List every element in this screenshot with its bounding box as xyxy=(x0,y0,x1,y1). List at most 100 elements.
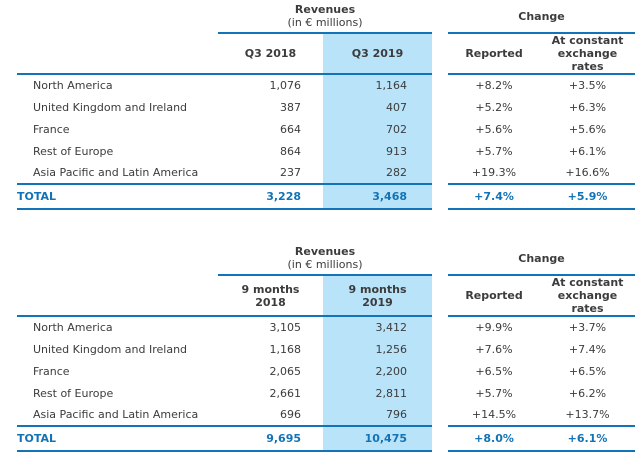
change-constant: +6.5% xyxy=(568,364,607,378)
change-reported: +5.6% xyxy=(475,122,513,136)
column-gap xyxy=(432,338,448,360)
change-constant: +6.3% xyxy=(568,100,607,114)
revenue-prev: 864 xyxy=(280,144,301,158)
column-gap xyxy=(432,118,448,140)
column-gap xyxy=(432,275,448,316)
change-title-cell: Change xyxy=(448,245,636,276)
constant-rates-header: At constant exchange rates xyxy=(540,33,636,75)
change-reported: +14.5% xyxy=(471,408,517,421)
reported-header: Reported xyxy=(448,33,541,75)
period-prev-header: Q3 2018 xyxy=(218,33,323,75)
change-constant: +3.5% xyxy=(568,79,607,92)
total-revenue-curr: 10,475 xyxy=(323,425,433,452)
table-row: Asia Pacific and Latin America 237 282 +… xyxy=(17,162,635,184)
column-gap xyxy=(432,360,448,382)
revenue-prev: 2,661 xyxy=(269,386,302,400)
change-reported: +5.2% xyxy=(475,100,513,114)
column-gap xyxy=(432,33,448,74)
revenues-title-cell: Revenues (in € millions) xyxy=(218,245,433,276)
title-row: Revenues (in € millions) Change xyxy=(17,2,636,34)
revenues-subtitle: (in € millions) xyxy=(287,258,363,271)
column-gap xyxy=(432,404,448,426)
table-row: Rest of Europe 864 913 +5.7% +6.1% xyxy=(17,140,635,162)
change-constant: +6.2% xyxy=(568,386,607,400)
column-gap xyxy=(432,162,448,184)
change-title: Change xyxy=(518,252,565,265)
change-constant: +6.1% xyxy=(568,144,607,158)
column-gap xyxy=(432,96,448,118)
table-row: North America 1,076 1,164 +8.2% +3.5% xyxy=(17,74,635,96)
change-reported: +5.7% xyxy=(475,144,513,158)
revenue-curr: 2,811 xyxy=(323,382,433,404)
column-gap xyxy=(432,2,448,33)
column-gap xyxy=(432,184,448,209)
total-revenue-prev: 3,228 xyxy=(218,183,323,210)
total-row: TOTAL 9,695 10,475 +8.0% +6.1% xyxy=(17,425,636,452)
revenue-curr: 3,412 xyxy=(323,316,433,338)
change-constant: +16.6% xyxy=(565,166,610,179)
region-label: Rest of Europe xyxy=(33,386,114,400)
constant-rates-header: At constant exchange rates xyxy=(540,275,636,317)
revenues-title-cell: Revenues (in € millions) xyxy=(218,2,433,34)
table-row: Rest of Europe 2,661 2,811 +5.7% +6.2% xyxy=(17,382,635,404)
change-reported: +6.5% xyxy=(475,364,513,378)
region-label: France xyxy=(33,122,70,136)
table-row: France 2,065 2,200 +6.5% +6.5% xyxy=(17,360,635,382)
column-header-row: 9 months 2018 9 months 2019 Reported At … xyxy=(17,275,636,317)
total-row: TOTAL 3,228 3,468 +7.4% +5.9% xyxy=(17,183,636,210)
revenues-title: Revenues xyxy=(294,3,356,16)
region-label: United Kingdom and Ireland xyxy=(33,342,188,356)
revenue-curr: 796 xyxy=(323,404,433,426)
revenue-curr: 702 xyxy=(323,118,433,140)
change-reported: +8.2% xyxy=(475,79,513,92)
table-row: France 664 702 +5.6% +5.6% xyxy=(17,118,635,140)
total-change-reported: +8.0% xyxy=(448,425,541,452)
change-reported: +19.3% xyxy=(471,166,517,179)
column-gap xyxy=(432,74,448,96)
revenue-curr: 2,200 xyxy=(323,360,433,382)
revenues-subtitle: (in € millions) xyxy=(287,16,363,29)
change-reported: +5.7% xyxy=(475,386,513,400)
revenues-title: Revenues xyxy=(294,245,356,258)
period-curr-header: 9 months 2019 xyxy=(323,275,433,317)
revenue-curr: 913 xyxy=(323,140,433,162)
revenue-prev: 3,105 xyxy=(269,321,302,334)
region-label: Asia Pacific and Latin America xyxy=(33,408,199,421)
revenue-prev: 237 xyxy=(280,166,301,179)
empty-cell xyxy=(17,245,218,275)
column-gap xyxy=(432,426,448,451)
revenue-prev: 1,076 xyxy=(269,79,302,92)
revenue-curr: 282 xyxy=(323,162,433,184)
region-label: North America xyxy=(33,79,113,92)
change-reported: +9.9% xyxy=(475,321,513,334)
revenue-prev: 387 xyxy=(280,100,301,114)
empty-header-cell xyxy=(17,33,218,75)
total-revenue-curr: 3,468 xyxy=(323,183,433,210)
column-header-row: Q3 2018 Q3 2019 Reported At constant exc… xyxy=(17,33,636,75)
empty-header-cell xyxy=(17,275,218,317)
period-prev-header: 9 months 2018 xyxy=(218,275,323,317)
change-reported: +7.6% xyxy=(475,342,513,356)
revenue-prev: 1,168 xyxy=(269,342,302,356)
region-label: Rest of Europe xyxy=(33,144,114,158)
total-revenue-prev: 9,695 xyxy=(218,425,323,452)
change-constant: +13.7% xyxy=(565,408,610,421)
change-constant: +5.6% xyxy=(568,122,607,136)
region-label: France xyxy=(33,364,70,378)
table-row: Asia Pacific and Latin America 696 796 +… xyxy=(17,404,635,426)
column-gap xyxy=(432,245,448,275)
title-row: Revenues (in € millions) Change xyxy=(17,245,636,276)
revenue-curr: 1,256 xyxy=(323,338,433,360)
change-constant: +7.4% xyxy=(568,342,607,356)
total-change-constant: +5.9% xyxy=(540,183,636,210)
total-label: TOTAL xyxy=(17,425,218,452)
total-label: TOTAL xyxy=(17,183,218,210)
revenue-prev: 2,065 xyxy=(269,364,302,378)
reported-header: Reported xyxy=(448,275,541,317)
column-gap xyxy=(432,140,448,162)
total-change-constant: +6.1% xyxy=(540,425,636,452)
revenue-prev: 664 xyxy=(280,122,301,136)
change-constant: +3.7% xyxy=(568,321,607,334)
region-label: North America xyxy=(33,321,113,334)
